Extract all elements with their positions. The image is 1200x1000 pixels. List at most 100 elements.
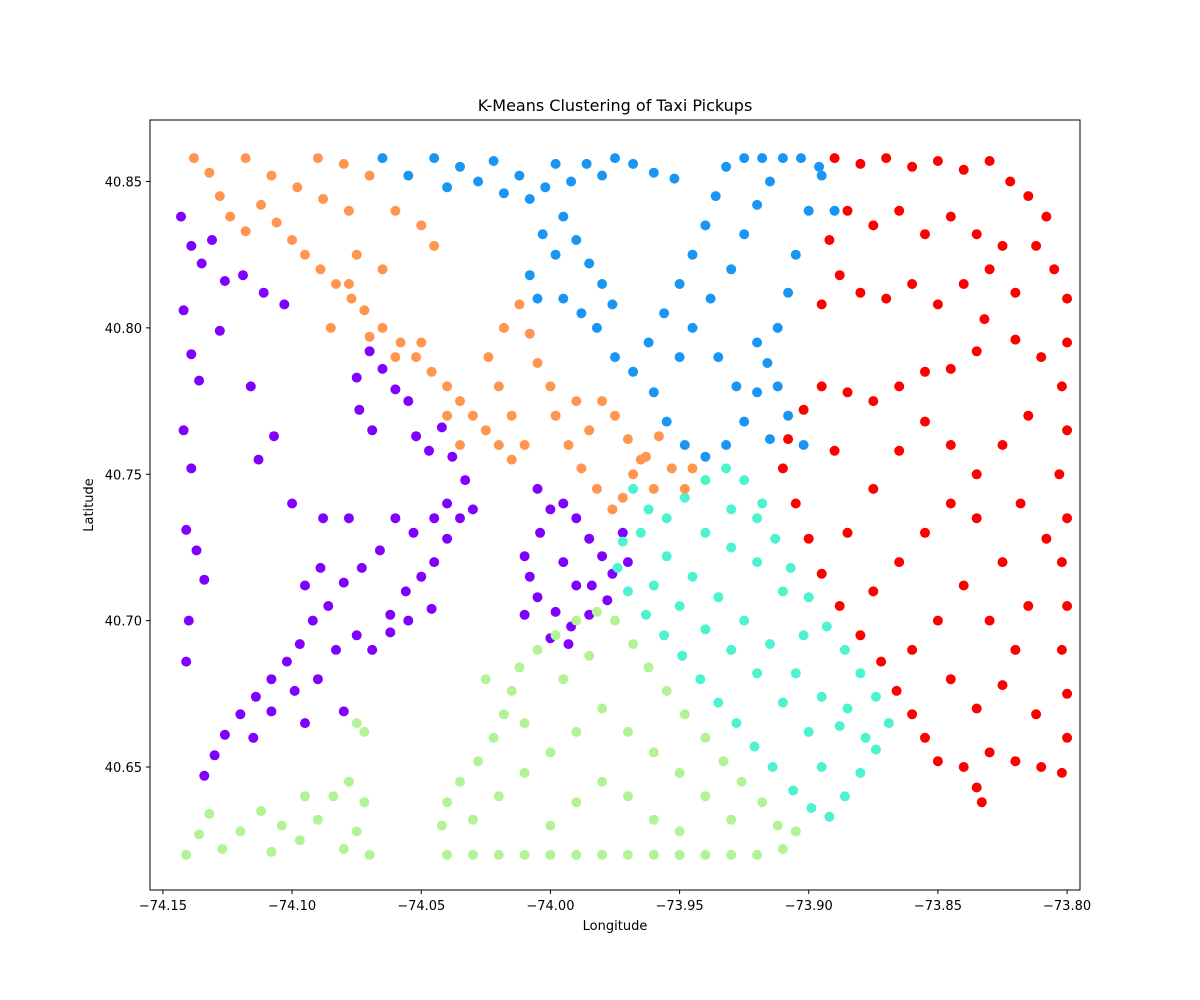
data-point — [532, 293, 543, 304]
data-point — [411, 431, 422, 442]
data-point — [403, 396, 414, 407]
data-point — [700, 527, 711, 538]
data-point — [726, 542, 737, 553]
data-point — [612, 562, 623, 573]
data-point — [385, 609, 396, 620]
cluster-5-points — [777, 153, 1073, 808]
data-point — [824, 811, 835, 822]
data-point — [757, 797, 768, 808]
data-point — [519, 551, 530, 562]
data-point — [816, 170, 827, 181]
data-point — [545, 504, 556, 515]
data-point — [219, 276, 230, 286]
data-point — [323, 601, 334, 611]
x-tick-label: −73.85 — [914, 899, 962, 914]
data-point — [545, 849, 556, 860]
data-point — [535, 527, 546, 538]
data-point — [351, 718, 362, 729]
data-point — [739, 229, 750, 240]
data-point — [648, 483, 659, 494]
data-point — [803, 726, 814, 737]
data-point — [765, 434, 775, 445]
data-point — [932, 756, 943, 767]
data-point — [550, 630, 561, 641]
data-point — [480, 674, 491, 685]
data-point — [540, 182, 551, 193]
data-point — [971, 782, 982, 793]
data-point — [834, 721, 845, 731]
data-point — [777, 463, 788, 474]
data-point — [351, 826, 362, 837]
data-point — [881, 153, 892, 164]
data-point — [183, 615, 194, 626]
data-point — [558, 674, 569, 685]
data-point — [318, 513, 329, 524]
data-point — [424, 445, 434, 456]
data-point — [798, 404, 809, 415]
data-point — [597, 551, 608, 562]
data-point — [1056, 557, 1067, 568]
data-point — [300, 791, 310, 802]
data-point — [467, 849, 478, 860]
data-point — [338, 706, 349, 717]
data-point — [920, 229, 930, 240]
cluster-4-points — [377, 153, 840, 462]
data-point — [643, 337, 654, 348]
data-point — [403, 615, 414, 626]
data-point — [250, 691, 261, 702]
data-point — [390, 513, 401, 524]
data-point — [855, 630, 866, 641]
plot-area-frame — [149, 119, 1081, 891]
data-point — [777, 697, 788, 708]
data-point — [524, 571, 535, 582]
data-point — [204, 167, 215, 178]
data-point — [726, 814, 737, 825]
data-point — [1062, 732, 1073, 743]
data-point — [1062, 688, 1073, 699]
data-point — [945, 440, 956, 450]
data-point — [455, 513, 465, 524]
data-point — [870, 691, 881, 702]
data-point — [635, 527, 646, 538]
data-point — [628, 639, 639, 650]
data-point — [597, 396, 608, 407]
data-point — [532, 358, 543, 368]
data-point — [739, 416, 750, 427]
data-point — [610, 153, 620, 164]
data-point — [628, 483, 639, 494]
data-point — [790, 668, 801, 679]
data-point — [881, 293, 892, 304]
data-point — [532, 483, 543, 494]
data-point — [385, 627, 396, 638]
data-point — [480, 425, 491, 436]
data-point — [351, 630, 362, 641]
data-point — [834, 270, 845, 281]
data-point — [395, 337, 406, 348]
data-point — [932, 615, 943, 626]
data-point — [674, 849, 685, 860]
data-point — [1062, 337, 1073, 348]
data-point — [550, 249, 561, 260]
data-point — [700, 849, 711, 860]
data-point — [726, 849, 737, 860]
data-point — [338, 577, 349, 588]
data-point — [519, 849, 530, 860]
data-point — [429, 513, 440, 524]
data-point — [351, 372, 362, 383]
data-point — [488, 156, 499, 166]
data-point — [338, 158, 349, 169]
data-point — [571, 235, 582, 245]
data-point — [455, 396, 465, 407]
data-point — [661, 416, 672, 427]
data-point — [1049, 264, 1060, 275]
data-point — [532, 592, 543, 603]
data-point — [785, 562, 796, 573]
data-point — [870, 744, 881, 755]
data-point — [617, 527, 628, 538]
data-point — [920, 527, 930, 538]
data-point — [790, 498, 801, 509]
data-point — [674, 279, 685, 289]
data-point — [648, 747, 659, 758]
data-point — [426, 366, 437, 377]
